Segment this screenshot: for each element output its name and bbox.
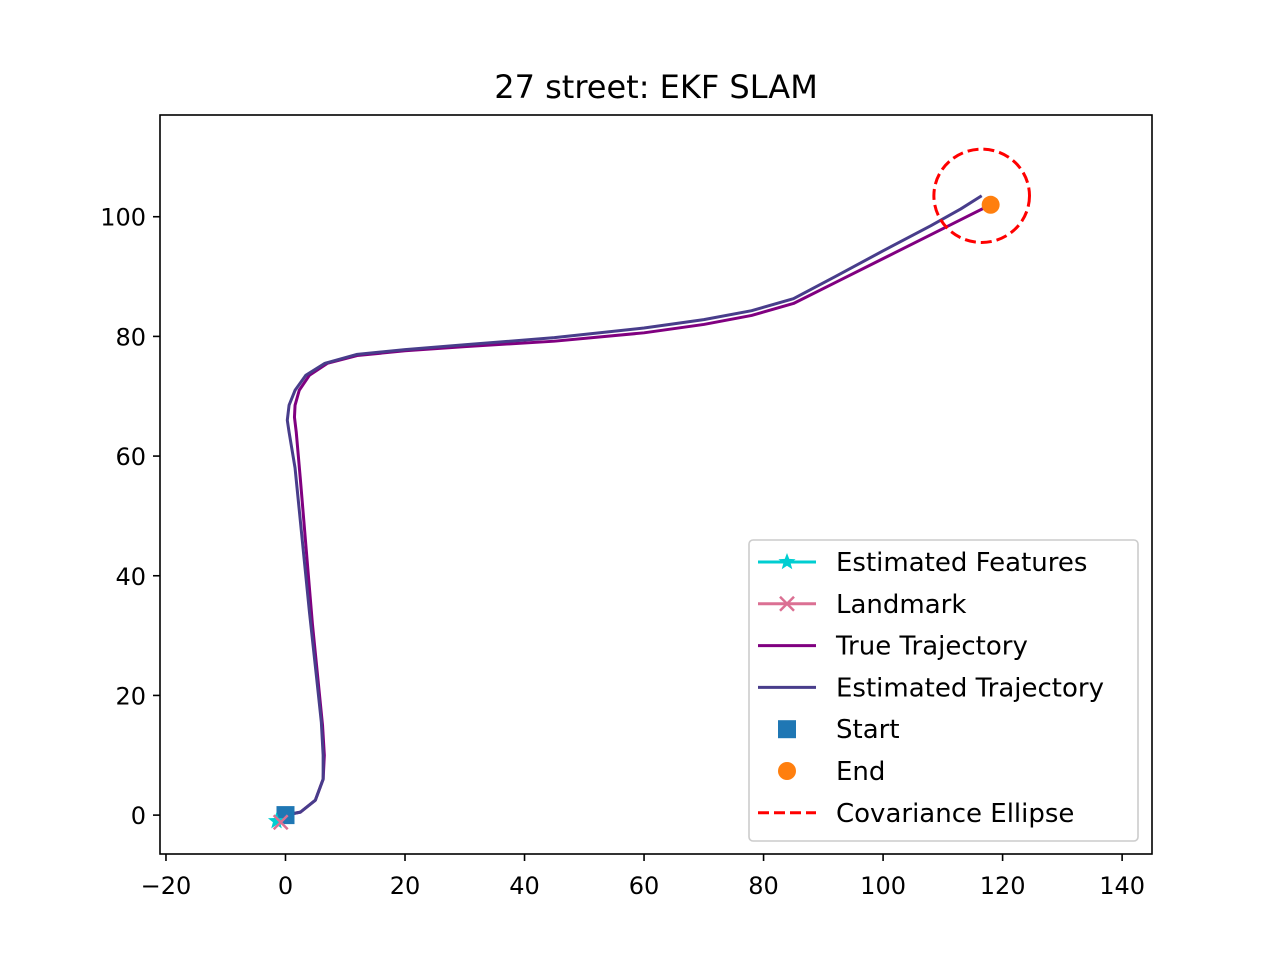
x-tick-label: 40	[509, 872, 540, 900]
landmark-marker	[272, 814, 289, 831]
x-tick-label: 140	[1099, 872, 1145, 900]
x-tick-label: 20	[390, 872, 421, 900]
legend-label-start: Start	[836, 715, 900, 745]
x-tick-label: 0	[278, 872, 293, 900]
y-tick-label: 60	[115, 443, 146, 471]
legend-label-estimated-features: Estimated Features	[836, 548, 1087, 578]
y-tick-label: 100	[100, 204, 146, 232]
legend: Estimated Features Landmark True Trajector…	[748, 539, 1139, 842]
x-tick-label: 80	[748, 872, 779, 900]
legend-label-covariance-ellipse: Covariance Ellipse	[836, 799, 1074, 829]
y-tick-label: 0	[131, 802, 146, 830]
chart-title: 27 street: EKF SLAM	[494, 68, 818, 106]
legend-label-landmark: Landmark	[836, 590, 966, 620]
legend-handle-end	[778, 762, 796, 780]
legend-box	[748, 539, 1139, 842]
estimated-feature-marker	[267, 812, 286, 829]
x-tick-label: −20	[141, 872, 192, 900]
legend-label-estimated-trajectory: Estimated Trajectory	[836, 673, 1104, 703]
legend-label-end: End	[836, 757, 885, 787]
y-tick-label: 40	[115, 563, 146, 591]
x-tick-label: 100	[860, 872, 906, 900]
legend-handle-start	[778, 720, 796, 739]
end-marker	[981, 195, 1000, 214]
estimated-trajectory-line	[285, 194, 983, 817]
axes-frame	[159, 114, 1153, 855]
y-tick-label: 20	[115, 682, 146, 710]
axes: −20 0 20 40 60 80 100 120 140 0 20 40 60 80 100	[100, 114, 1153, 900]
plot-area	[267, 147, 1031, 831]
legend-handle-estimated-features	[778, 553, 796, 570]
y-tick-label: 80	[115, 323, 146, 351]
legend-handle-landmark	[779, 595, 795, 612]
legend-label-true-trajectory: True Trajectory	[835, 632, 1028, 662]
covariance-ellipse	[932, 147, 1031, 244]
x-tick-label: 120	[980, 872, 1026, 900]
x-tick-label: 60	[629, 872, 660, 900]
